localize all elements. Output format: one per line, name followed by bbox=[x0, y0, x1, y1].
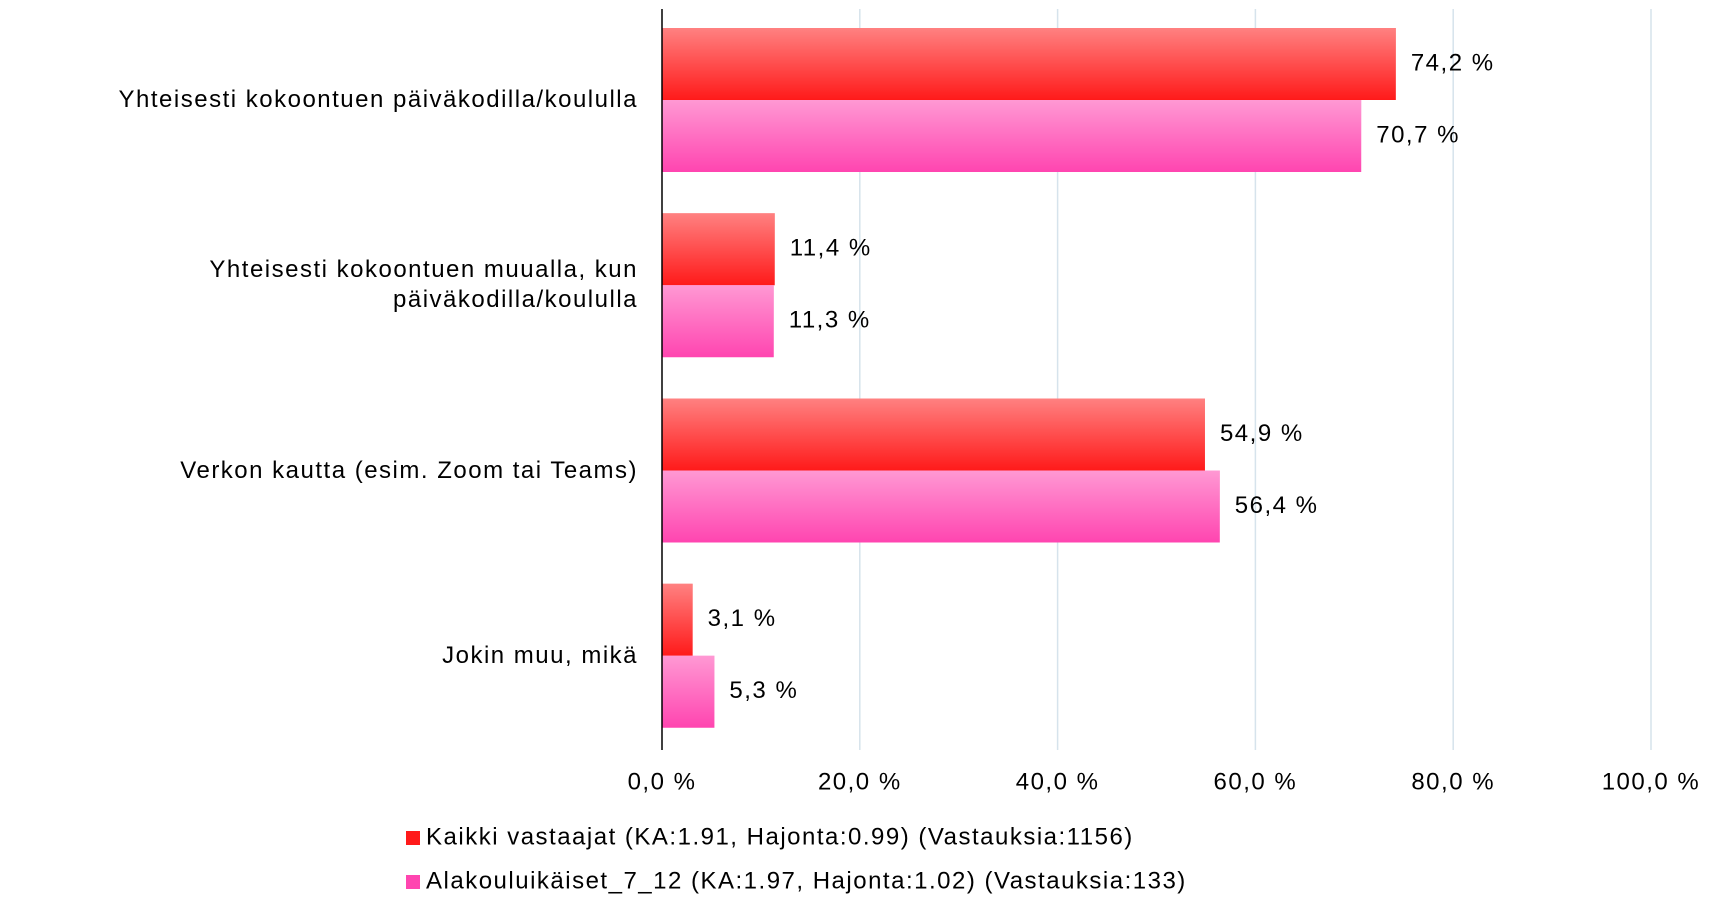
bar-shine bbox=[662, 213, 775, 286]
bar-shine bbox=[662, 285, 774, 358]
value-label: 11,4 % bbox=[790, 235, 872, 262]
value-label: 56,4 % bbox=[1235, 492, 1319, 519]
value-label: 70,7 % bbox=[1376, 121, 1460, 148]
legend-label: Kaikki vastaajat (KA:1.91, Hajonta:0.99)… bbox=[426, 823, 1134, 850]
x-tick-label: 80,0 % bbox=[1411, 768, 1495, 795]
bar-shine bbox=[662, 655, 715, 728]
category-label: Verkon kautta (esim. Zoom tai Teams) bbox=[180, 456, 638, 484]
legend-swatch bbox=[406, 831, 420, 845]
legend-swatch bbox=[406, 875, 420, 889]
x-tick-label: 0,0 % bbox=[628, 768, 697, 795]
value-label: 3,1 % bbox=[708, 605, 777, 632]
value-label: 74,2 % bbox=[1411, 49, 1495, 76]
bar-shine bbox=[662, 100, 1362, 172]
x-tick-label: 100,0 % bbox=[1602, 768, 1701, 795]
value-label: 11,3 % bbox=[789, 307, 871, 334]
x-tick-label: 60,0 % bbox=[1214, 768, 1298, 795]
value-label: 54,9 % bbox=[1220, 420, 1304, 447]
category-label: Yhteisesti kokoontuen muualla, kun päivä… bbox=[209, 256, 638, 314]
bar-shine bbox=[662, 470, 1220, 543]
value-label: 5,3 % bbox=[729, 677, 798, 704]
bar-shine bbox=[662, 583, 693, 656]
bar-shine bbox=[662, 28, 1396, 100]
x-tick-label: 40,0 % bbox=[1016, 768, 1100, 795]
category-label: Jokin muu, mikä bbox=[442, 641, 638, 669]
legend-label: Alakouluikäiset_7_12 (KA:1.97, Hajonta:1… bbox=[426, 867, 1187, 894]
x-tick-label: 20,0 % bbox=[818, 768, 902, 795]
bar-shine bbox=[662, 398, 1205, 471]
category-label: Yhteisesti kokoontuen päiväkodilla/koulu… bbox=[118, 86, 638, 113]
